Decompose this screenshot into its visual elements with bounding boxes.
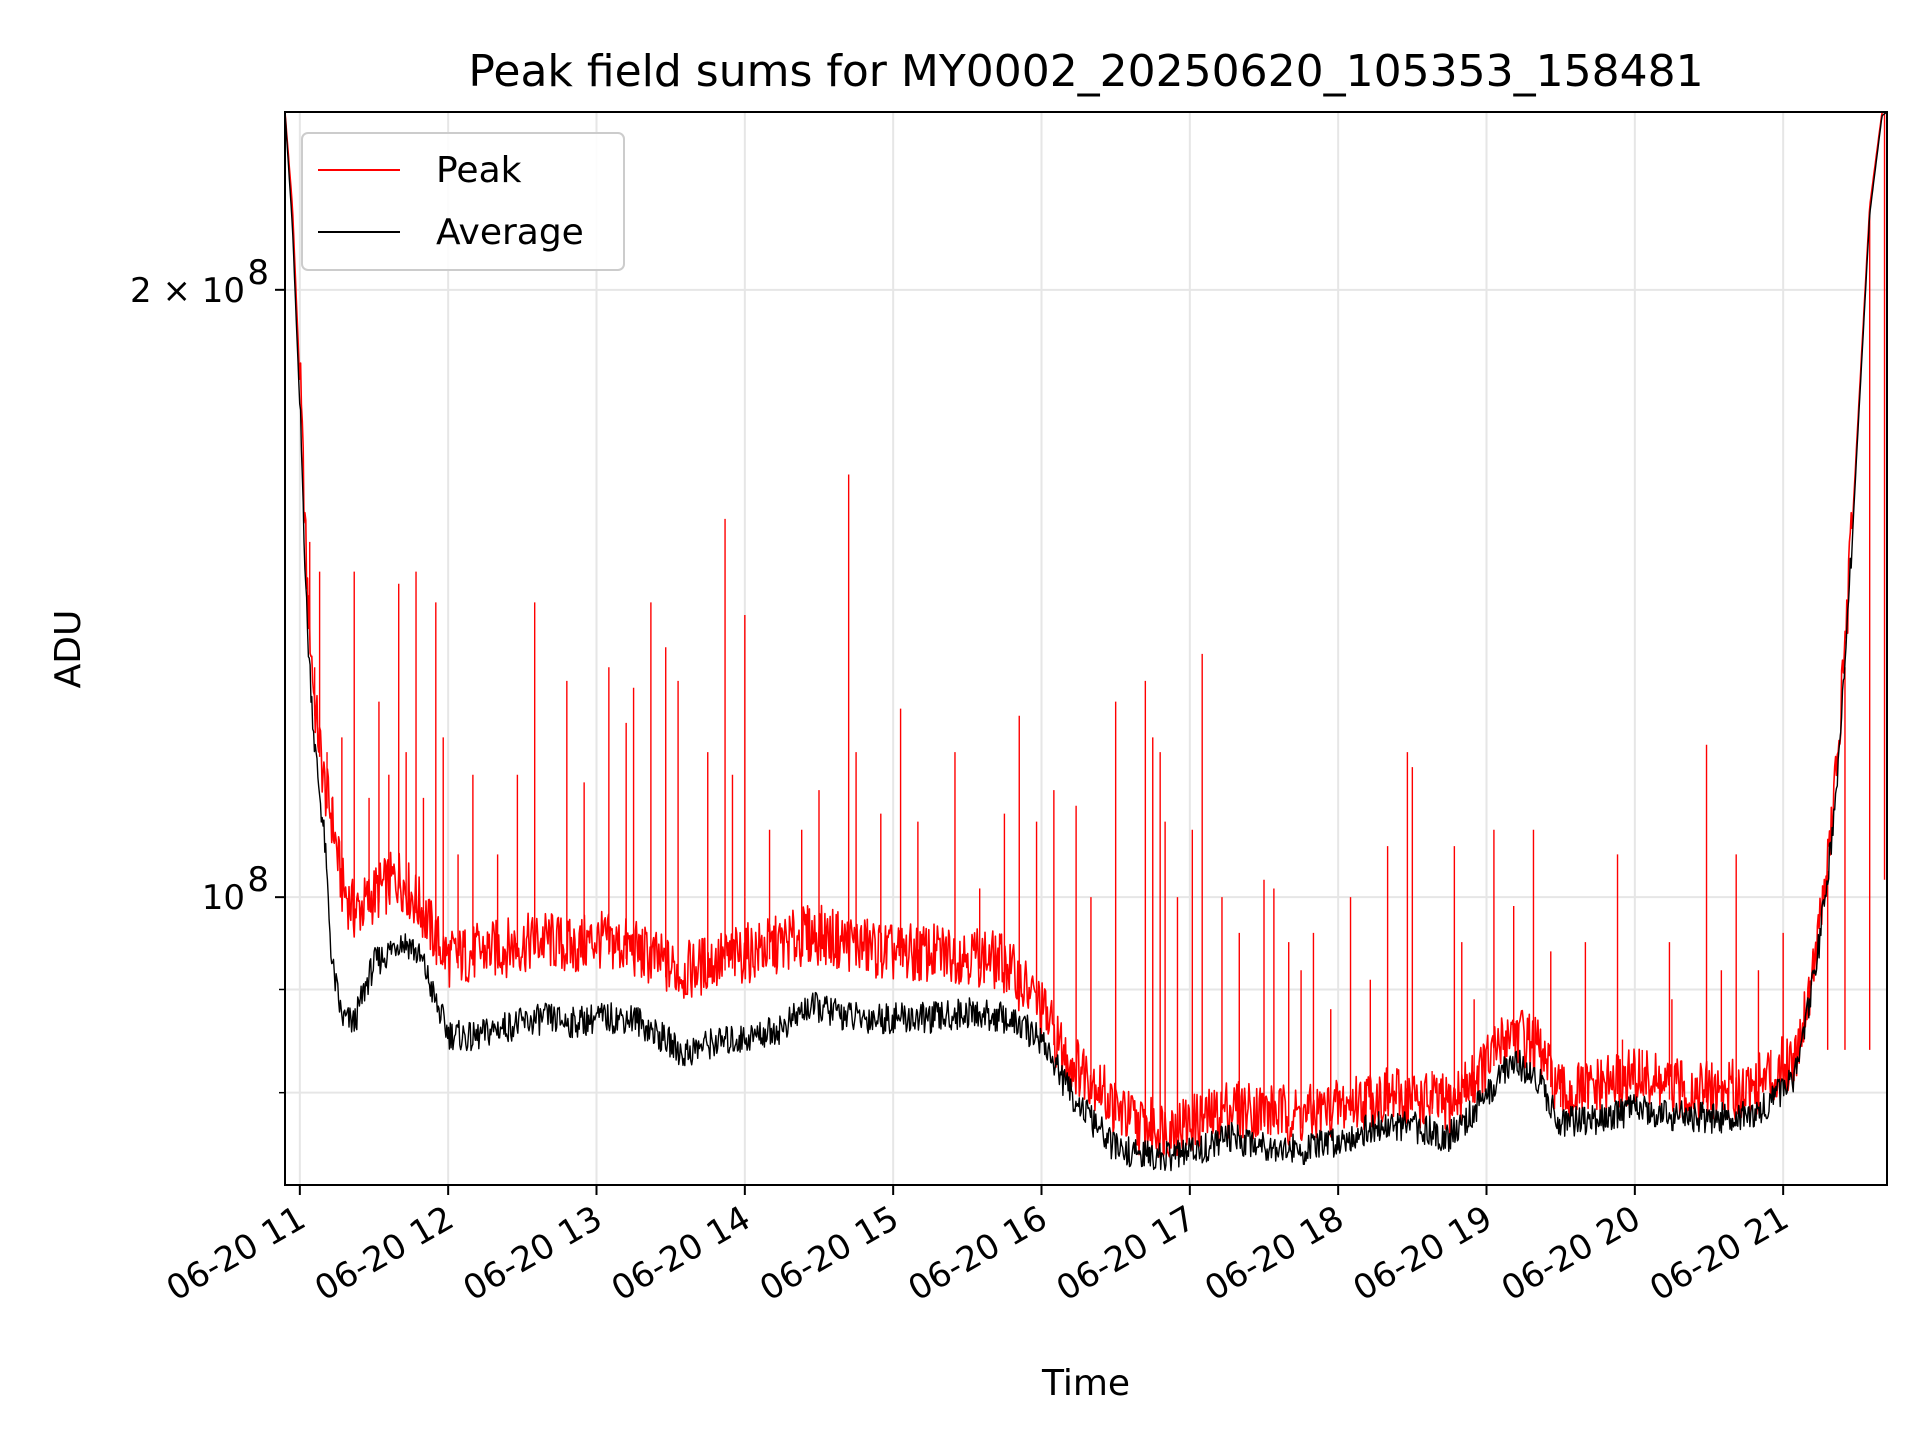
plot-frame (284, 111, 1888, 1186)
series-line-average (285, 112, 1887, 1172)
legend-box (301, 132, 625, 271)
x-axis-label: Time (1041, 1363, 1130, 1404)
chart-title: Peak field sums for MY0002_20250620_1053… (468, 46, 1703, 97)
series-line-peak (285, 112, 1887, 1158)
y-axis-label: ADU (48, 610, 89, 689)
legend-label-peak: Peak (436, 150, 522, 191)
y-tick-exponent: 8 (247, 253, 269, 293)
y-tick-label: 10 (202, 878, 245, 918)
y-tick-exponent: 8 (247, 860, 269, 900)
series-layer (285, 112, 1887, 1172)
legend-label-average: Average (436, 212, 584, 253)
legend: Peak Average (301, 132, 625, 271)
y-tick-label: 2 × 10 (130, 271, 245, 311)
